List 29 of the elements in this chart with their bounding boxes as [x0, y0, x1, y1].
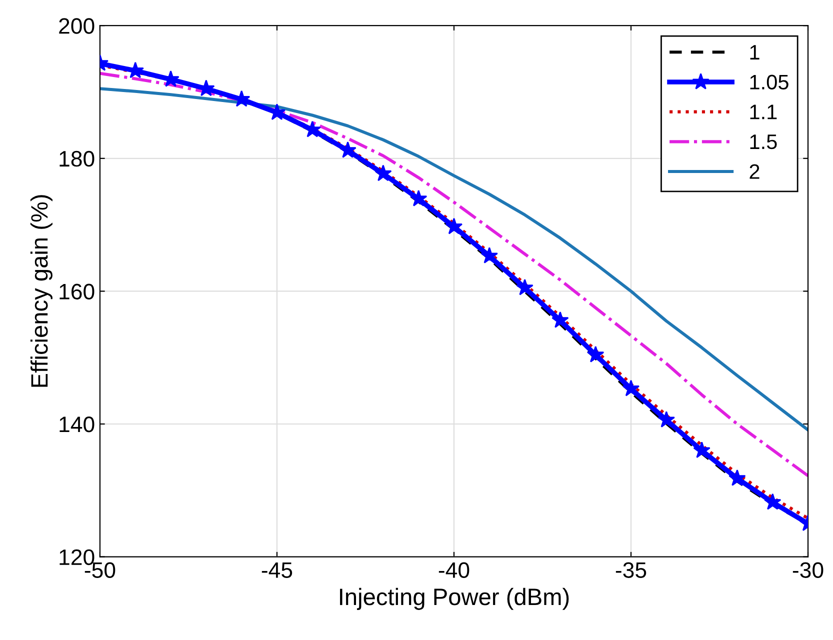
legend-label: 1 — [750, 45, 760, 60]
point — [374, 164, 392, 182]
point — [658, 410, 676, 428]
y-axis-title: Efficiency gain (%) — [30, 195, 52, 387]
point — [304, 120, 321, 138]
point — [410, 190, 428, 206]
point — [480, 246, 498, 264]
x-axis-title: Injecting Power (dBm) — [340, 588, 569, 610]
y-tick-label: 200 — [59, 18, 94, 34]
point — [552, 311, 569, 328]
point — [764, 493, 782, 510]
legend-label: 2 — [750, 164, 760, 179]
x-tick-label: -45 — [262, 562, 292, 578]
legend-label: 1.1 — [750, 104, 777, 120]
point — [339, 141, 356, 158]
point — [728, 469, 746, 486]
x-tick-label: -40 — [438, 562, 470, 578]
legend-label: 1.5 — [750, 134, 777, 150]
y-tick-label: 160 — [60, 284, 94, 300]
y-tick-label: 140 — [60, 416, 94, 432]
point — [586, 346, 604, 362]
point — [622, 380, 640, 396]
y-tick-label: 180 — [60, 150, 94, 167]
point — [693, 442, 710, 458]
x-tick-label: -35 — [616, 562, 646, 578]
legend-label: 1.05 — [750, 74, 788, 90]
x-tick-label: -30 — [792, 562, 824, 578]
point — [516, 278, 534, 296]
point — [445, 218, 463, 234]
